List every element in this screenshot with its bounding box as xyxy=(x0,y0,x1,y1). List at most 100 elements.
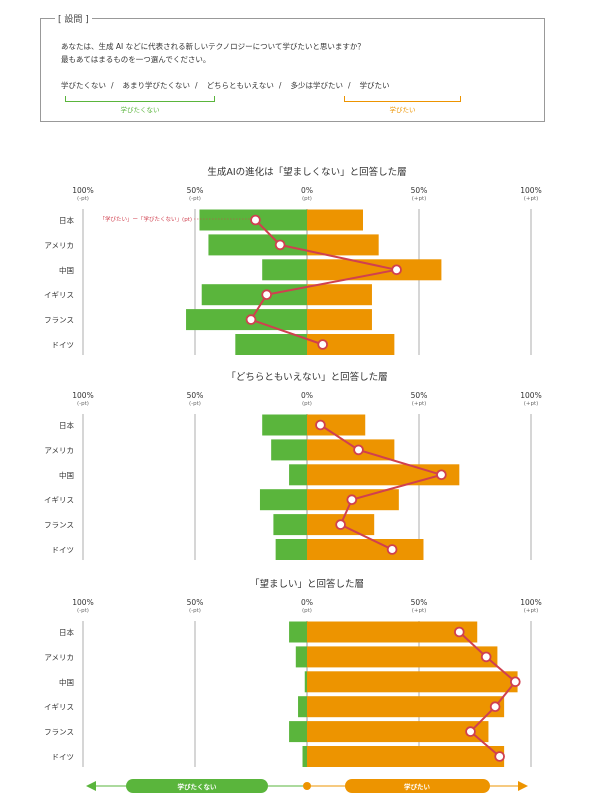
panel-1-category-label: 中国 xyxy=(59,265,74,275)
panel-1-tick-unit: (-pt) xyxy=(189,196,201,202)
panel-1-category-label: フランス xyxy=(44,316,74,325)
panel-2-tick-label: 50% xyxy=(411,391,428,400)
panel-1-bar-positive xyxy=(307,259,442,281)
panel-3-tick-unit: (pt) xyxy=(302,608,312,614)
panel-3-bar-negative xyxy=(289,721,307,743)
panel-1-tick-label: 50% xyxy=(187,186,204,195)
question-box: [ 設問 ] あなたは、生成 AI などに代表される新しいテクノロジーについて学… xyxy=(40,12,545,122)
panel-2-category-label: 中国 xyxy=(59,470,74,480)
panel-3-bar-negative xyxy=(289,621,307,643)
panel-3-difference-point xyxy=(510,676,521,688)
panel-3-bar-negative xyxy=(298,696,307,718)
panel-2-tick-label: 50% xyxy=(187,391,204,400)
left-arrowhead-icon xyxy=(86,781,96,791)
panel-3-tick-label: 100% xyxy=(72,598,93,607)
panel-1-tick-unit: (pt) xyxy=(302,196,312,202)
panel-3-tick-label: 100% xyxy=(520,598,541,607)
panel-2-bar-negative xyxy=(275,539,307,560)
panel-3-bar-positive xyxy=(307,621,478,643)
panel-3-category-label: アメリカ xyxy=(44,653,74,662)
panel-3-category-label: 日本 xyxy=(59,627,74,637)
legend-positive-label: 学びたい xyxy=(404,782,431,791)
legend-negative-label: 学びたくない xyxy=(178,782,218,791)
panel-1-bar-positive xyxy=(307,234,379,256)
legend-positive-pill xyxy=(345,779,490,793)
panel-3-difference-point xyxy=(489,701,501,712)
positive-bracket xyxy=(344,96,461,102)
panel-2-tick-unit: (-pt) xyxy=(189,401,201,407)
negative-bracket xyxy=(65,96,215,102)
option-separator: / xyxy=(347,81,351,90)
panel-2-difference-point xyxy=(436,469,447,481)
panel-2-category-label: アメリカ xyxy=(44,446,74,455)
panel-3-category-label: イギリス xyxy=(44,703,74,712)
panel-1-bar-negative xyxy=(208,234,307,256)
panel-3-bar-positive xyxy=(307,721,489,743)
panel-2-difference-point xyxy=(335,519,346,530)
option-1: 学びたくない xyxy=(61,81,106,90)
negative-bracket-label: 学びたくない xyxy=(120,106,160,114)
panel-3-bar-positive xyxy=(307,746,505,767)
panel-3-difference-point xyxy=(465,726,476,737)
panel-2-title: 「どちらともいえない」と回答した層 xyxy=(226,371,387,383)
panel-1-bar-positive xyxy=(307,284,372,306)
panel-2-tick-unit: (+pt) xyxy=(412,401,427,407)
panel-3-tick-unit: (+pt) xyxy=(412,608,427,614)
panel-3-category-label: ドイツ xyxy=(52,753,75,762)
panel-3-tick-label: 0% xyxy=(301,598,313,607)
panel-2-bar-positive xyxy=(307,539,424,560)
panel-1-difference-point xyxy=(317,339,328,350)
panel-2-bar-positive xyxy=(307,414,366,436)
panel-2-bar-negative xyxy=(262,414,307,436)
legend-negative-pill xyxy=(126,779,268,793)
panel-1-difference-point xyxy=(250,214,261,226)
panel-3-tick-label: 50% xyxy=(411,598,428,607)
panel-2-category-label: イギリス xyxy=(44,496,74,505)
panel-3-tick-unit: (+pt) xyxy=(524,608,539,614)
panel-3-difference-point xyxy=(494,751,505,762)
panel-1-category-label: イギリス xyxy=(44,291,74,300)
panel-1-tick-unit: (+pt) xyxy=(412,196,427,202)
panel-2-tick-unit: (+pt) xyxy=(524,401,539,407)
panel-1-tick-unit: (-pt) xyxy=(77,196,89,202)
panel-2-tick-label: 0% xyxy=(301,391,313,400)
panel-1-bar-positive xyxy=(307,209,363,231)
panel-1-category-label: ドイツ xyxy=(52,341,75,350)
panel-1-tick-label: 100% xyxy=(520,186,541,195)
option-3: どちらともいえない xyxy=(206,81,274,90)
panel-1-bar-positive xyxy=(307,334,395,355)
panel-3-bar-negative xyxy=(295,646,307,668)
panel-1-difference-point xyxy=(261,289,272,301)
question-line-1: あなたは、生成 AI などに代表される新しいテクノロジーについて学びたいと思いま… xyxy=(61,42,365,51)
panel-3-category-label: フランス xyxy=(44,728,74,737)
panel-2-category-label: 日本 xyxy=(59,420,74,430)
question-tag: [ 設問 ] xyxy=(55,12,92,25)
panel-2-bar-negative xyxy=(271,439,307,461)
panel-1-difference-point xyxy=(274,239,286,251)
difference-series-label: 「学びたい」ー「学びたくない」(pt) xyxy=(100,215,192,223)
panel-3-tick-unit: (-pt) xyxy=(189,608,201,614)
option-4: 多少は学びたい xyxy=(290,81,343,90)
panel-2-difference-point xyxy=(353,444,364,456)
option-separator: / xyxy=(195,81,198,90)
panel-1-category-label: アメリカ xyxy=(44,241,74,250)
panel-1-category-label: 日本 xyxy=(59,215,74,225)
answer-options: 学びたくない / あまり学びたくない / どちらともいえない / 多少は学びたい / 学びたい xyxy=(61,80,394,91)
panel-3-bar-negative xyxy=(302,746,307,767)
panel-2-tick-label: 100% xyxy=(520,391,541,400)
panel-1-difference-point xyxy=(245,314,257,325)
panel-2-bar-negative xyxy=(259,489,307,511)
panel-2-difference-point xyxy=(386,544,398,555)
panel-3-bar-positive xyxy=(307,671,518,693)
panel-2-tick-label: 100% xyxy=(72,391,93,400)
panel-3-bar-positive xyxy=(307,696,505,718)
panel-2-tick-unit: (pt) xyxy=(302,401,312,407)
panel-1-bar-negative xyxy=(201,284,307,306)
legend-origin-dot xyxy=(303,782,311,790)
panel-2-difference-point xyxy=(346,494,358,506)
panel-1-bar-negative xyxy=(235,334,307,355)
panel-3-tick-unit: (-pt) xyxy=(77,608,89,614)
option-separator: / xyxy=(111,81,114,90)
panel-2-bar-negative xyxy=(289,464,307,486)
